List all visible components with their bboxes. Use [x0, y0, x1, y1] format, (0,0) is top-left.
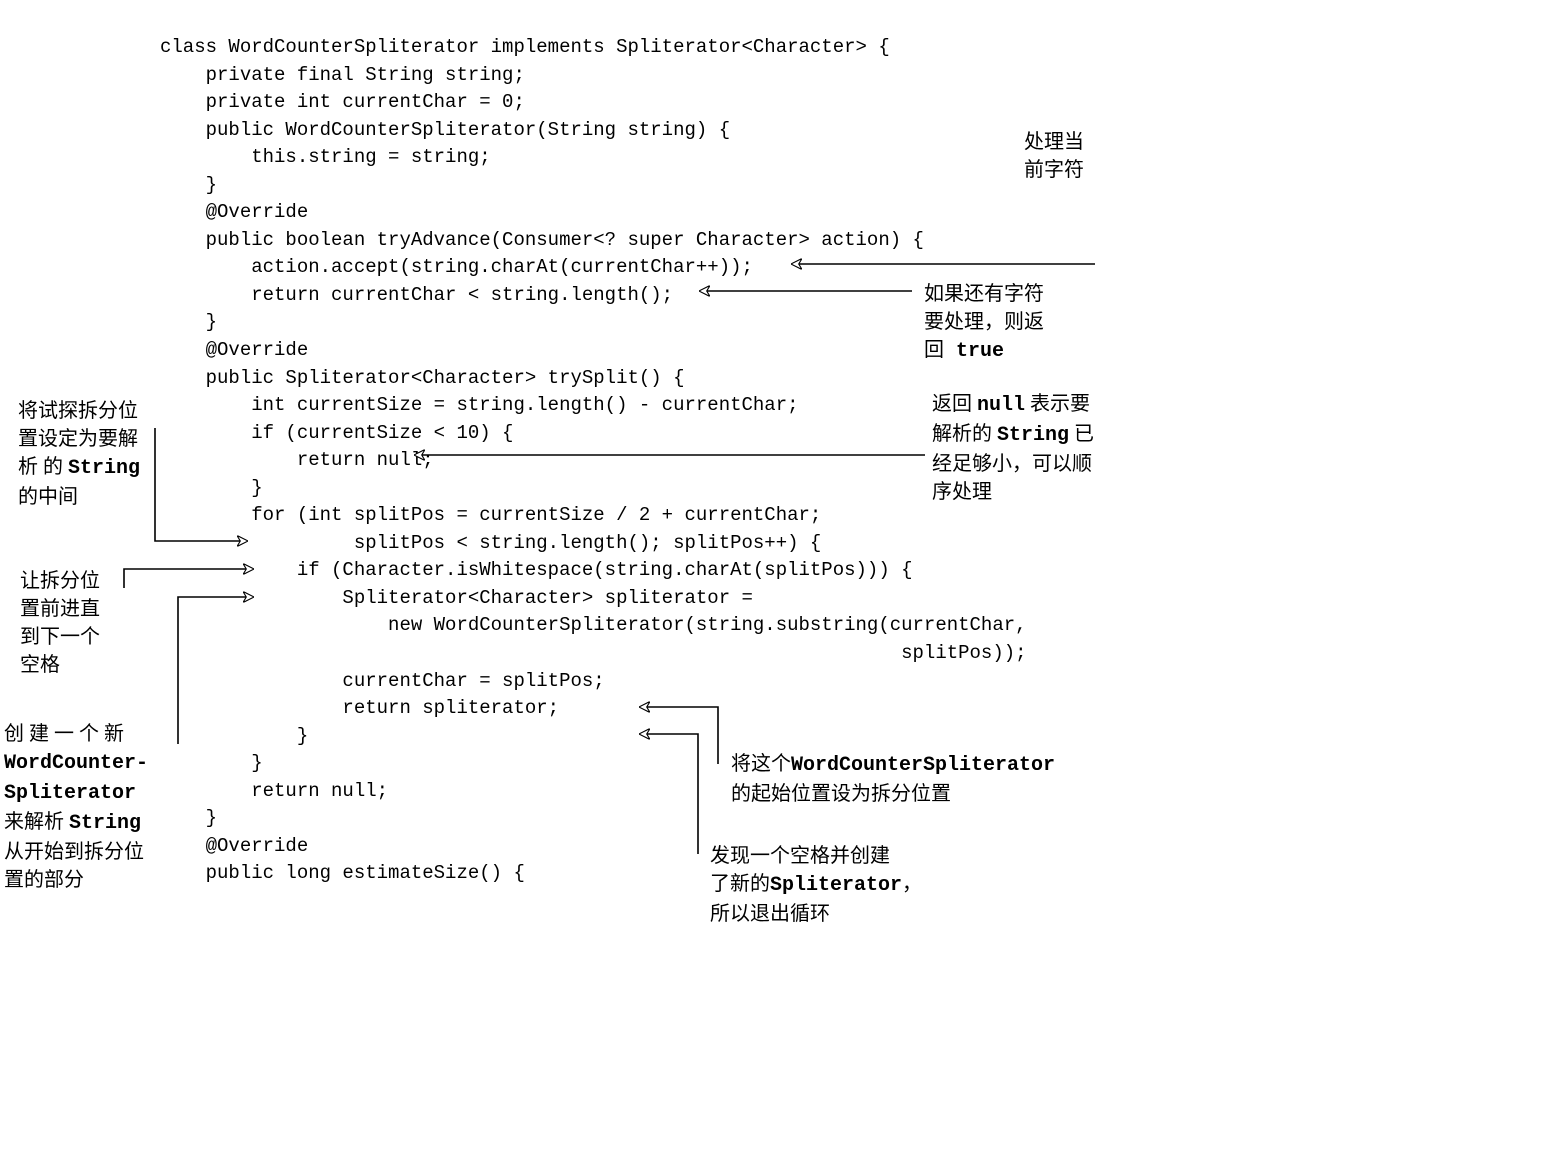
anno-return-null: 返回 null 表示要 解析的 String 已 经足够小，可以顺 序处理 — [932, 390, 1094, 506]
code-diagram: class WordCounterSpliterator implements … — [0, 0, 1548, 1169]
anno-split-midpoint: 将试探拆分位 置设定为要解 析 的 String 的中间 — [18, 397, 140, 511]
anno-exit-loop: 发现一个空格并创建 了新的Spliterator， 所以退出循环 — [710, 842, 922, 928]
anno-create-new-spliterator: 创 建 一 个 新 WordCounter- Spliterator 来解析 S… — [4, 720, 148, 894]
anno-process-current-char: 处理当 前字符 — [1024, 128, 1084, 184]
anno-advance-splitpos: 让拆分位 置前进直 到下一个 空格 — [20, 567, 100, 679]
anno-return-true: 如果还有字符 要处理，则返 回 true — [924, 280, 1044, 366]
anno-set-start-pos: 将这个WordCounterSpliterator 的起始位置设为拆分位置 — [731, 750, 1055, 808]
